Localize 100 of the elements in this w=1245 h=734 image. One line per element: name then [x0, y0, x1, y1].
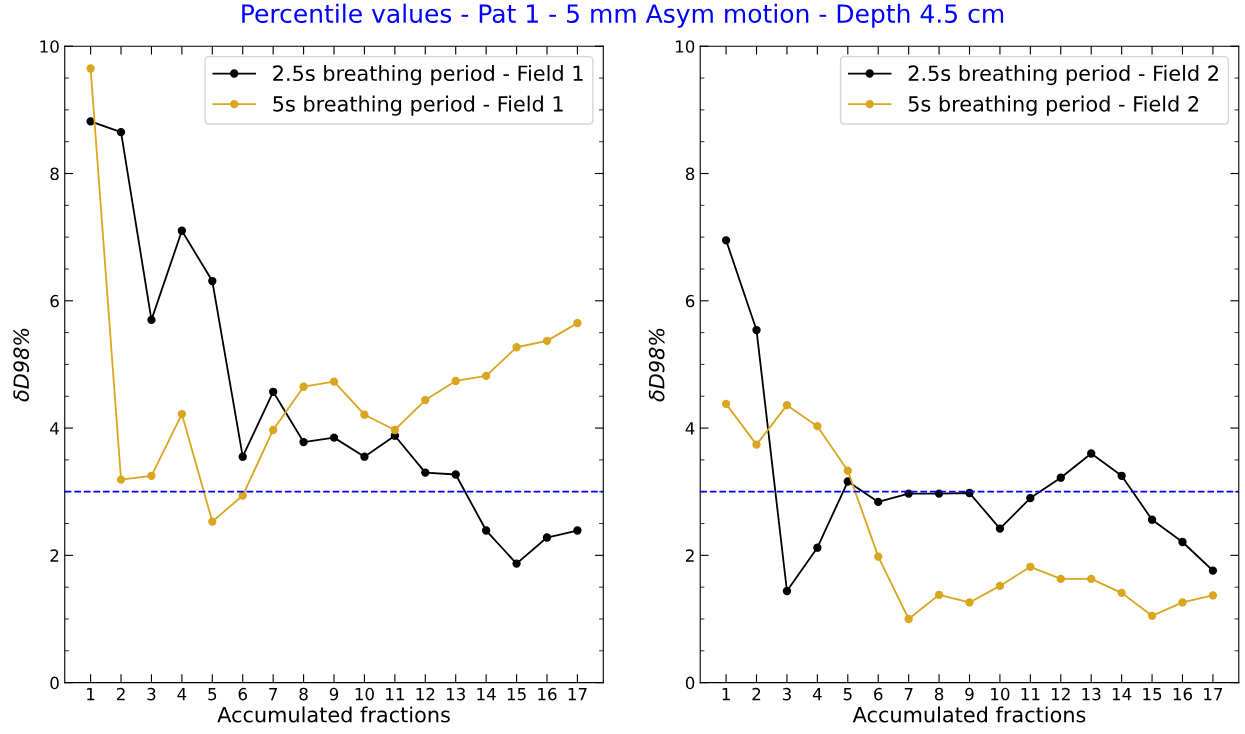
x-tick-label: 5 [208, 687, 217, 701]
x-tick-label: 5 [843, 687, 852, 701]
x-tick-label: 10 [991, 687, 1010, 701]
point [116, 127, 126, 137]
point [329, 433, 339, 442]
y-tick-label: 2 [50, 549, 59, 562]
point [512, 343, 521, 352]
point [752, 440, 761, 449]
point [1178, 598, 1187, 607]
point [843, 466, 852, 475]
point [1026, 493, 1035, 503]
legend-label: 2.5s breathing period - Field 1 [273, 64, 583, 86]
point [360, 452, 369, 461]
point [360, 410, 369, 419]
x-tick-label: 11 [1021, 687, 1040, 701]
legend-label: 5s breathing period - Field 1 [273, 95, 563, 116]
x-tick-label: 17 [1204, 687, 1223, 701]
point [481, 371, 491, 381]
x-tick-label: 8 [934, 687, 944, 701]
point [965, 598, 974, 607]
point [1087, 574, 1096, 584]
x-tick-label: 1 [722, 687, 730, 701]
point [481, 526, 491, 535]
y-tick-label: 6 [685, 294, 695, 308]
x-tick-label: 3 [147, 687, 156, 701]
point [208, 517, 217, 526]
x-axis-title: Accumulated fractions [217, 706, 450, 723]
point [116, 475, 126, 484]
point [451, 470, 460, 479]
point [813, 421, 822, 431]
x-tick-label: 6 [238, 687, 247, 701]
point [782, 586, 792, 596]
point [721, 236, 731, 245]
point [451, 376, 460, 386]
point [268, 425, 278, 435]
point [1117, 471, 1126, 480]
point [782, 400, 792, 410]
legend-label: 5s breathing period - Field 2 [908, 95, 1199, 116]
point [721, 399, 731, 409]
point [995, 524, 1005, 533]
x-tick-label: 7 [269, 687, 278, 701]
point [1056, 574, 1065, 584]
x-tick-label: 11 [386, 687, 404, 701]
y-tick-label: 4 [50, 422, 59, 435]
x-tick-label: 10 [355, 687, 374, 701]
x-tick-label: 14 [1112, 687, 1132, 701]
point [512, 559, 521, 568]
x-tick-label: 4 [812, 687, 822, 701]
point [268, 387, 278, 396]
point [238, 491, 247, 500]
point [1147, 515, 1157, 524]
point [1147, 611, 1157, 620]
point [1208, 591, 1218, 600]
x-axis-title: Accumulated fractions [852, 706, 1086, 723]
x-tick-label: 3 [782, 687, 791, 701]
x-tick-label: 14 [477, 687, 496, 701]
x-tick-label: 16 [1173, 687, 1193, 701]
point [208, 276, 217, 286]
point [752, 325, 761, 335]
point [874, 497, 883, 507]
point [299, 437, 308, 447]
x-tick-label: 13 [446, 687, 465, 701]
point [390, 425, 400, 435]
point [421, 395, 430, 405]
x-tick-label: 17 [568, 687, 587, 701]
point [813, 543, 822, 552]
y-tick-label: 8 [685, 167, 695, 181]
point [904, 614, 913, 624]
x-tick-label: 9 [329, 687, 339, 701]
point [573, 526, 582, 535]
x-tick-label: 6 [874, 687, 883, 701]
point [147, 315, 156, 325]
chart-title: Percentile values - Pat 1 - 5 mm Asym motion - Depth 4.5 cm [242, 3, 1004, 28]
y-tick-label: 10 [40, 40, 59, 53]
y-axis-title: δD98% [13, 328, 30, 402]
point [421, 468, 430, 477]
point [1117, 588, 1126, 598]
point [299, 382, 308, 391]
x-tick-label: 4 [177, 687, 187, 701]
point [177, 226, 187, 235]
y-axis-title: δD98% [648, 328, 665, 402]
x-tick-label: 8 [299, 687, 308, 701]
y-tick-label: 8 [50, 167, 59, 181]
x-tick-label: 9 [965, 687, 974, 701]
x-tick-label: 7 [904, 687, 913, 701]
y-tick-label: 6 [50, 294, 59, 308]
point [1087, 449, 1096, 458]
x-tick-label: 13 [1082, 687, 1101, 701]
point [542, 533, 552, 542]
point [995, 581, 1005, 591]
point [238, 452, 247, 461]
point [147, 471, 156, 480]
y-tick-label: 2 [685, 549, 694, 562]
x-tick-label: 2 [116, 687, 125, 701]
point [329, 377, 339, 386]
y-tick-label: 4 [685, 422, 695, 435]
x-tick-label: 12 [416, 687, 435, 701]
x-tick-label: 1 [87, 687, 95, 701]
point [573, 318, 582, 328]
y-tick-label: 10 [675, 40, 695, 53]
